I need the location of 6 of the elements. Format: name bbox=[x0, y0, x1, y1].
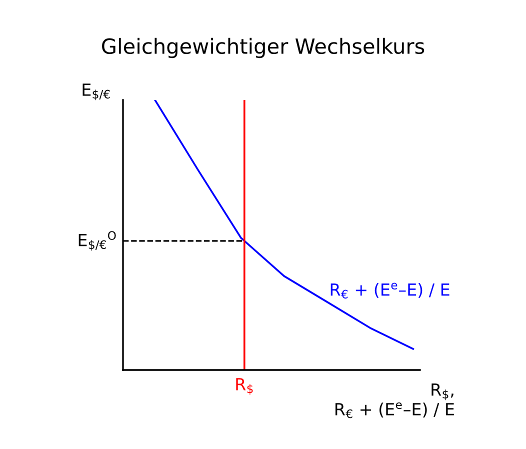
text: R$_{$}$ bbox=[236, 378, 253, 395]
text: R$_{$}$, R$_{€}$ + (E$^{e}$–E) / E bbox=[336, 384, 454, 418]
y-axis-title: E$_{$/€}$ bbox=[82, 84, 110, 100]
chart-title: Gleichgewichtiger Wechselkurs bbox=[102, 38, 424, 58]
series-label: R$_{€}$ + (E$^{e}$–E) / E bbox=[330, 282, 450, 299]
ref-line-label: E$_{$/€}$$^{O}$ bbox=[78, 231, 116, 251]
